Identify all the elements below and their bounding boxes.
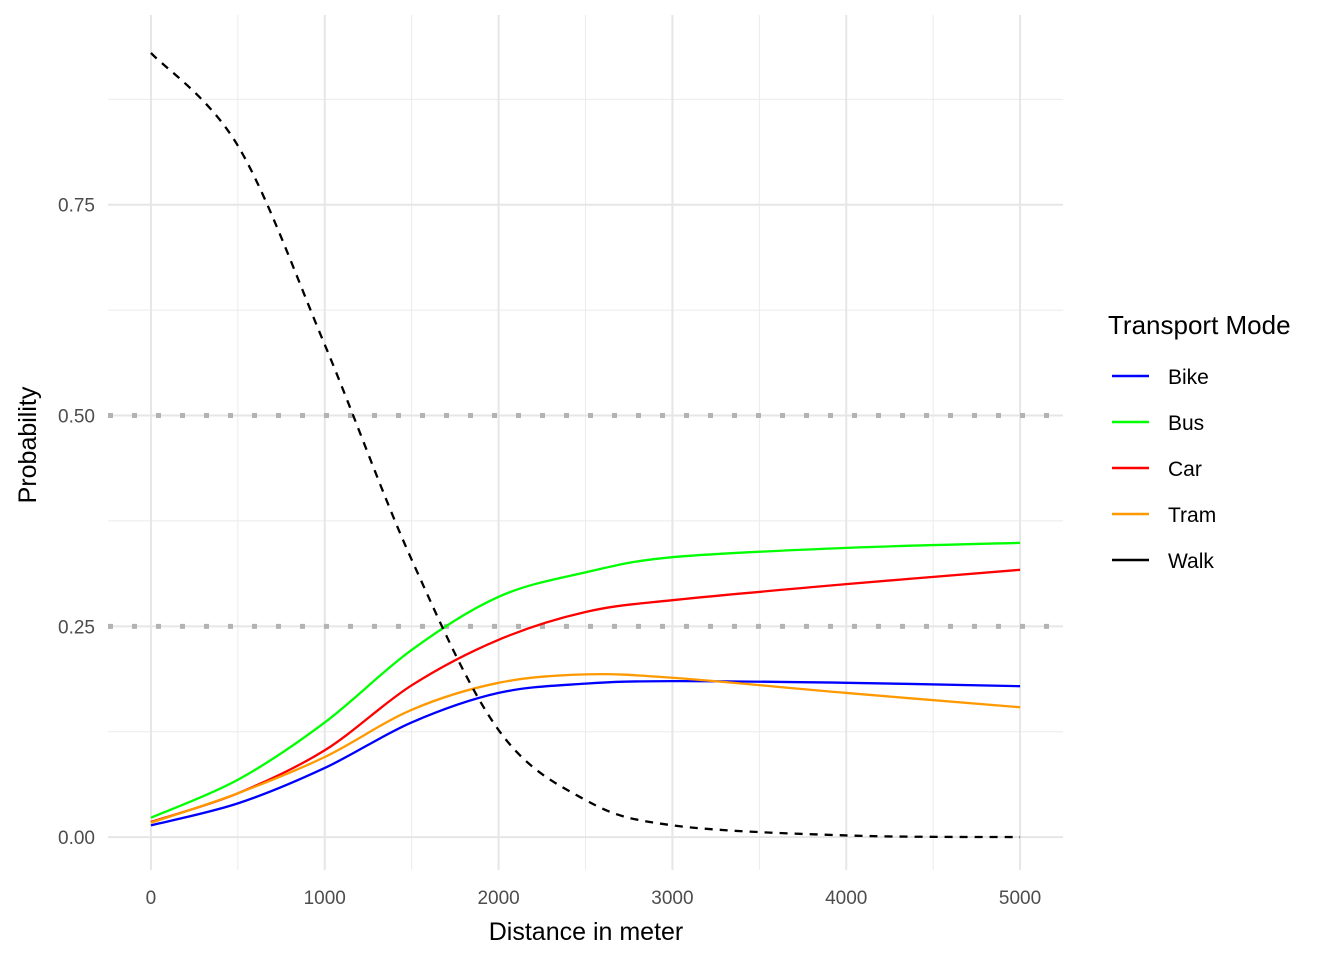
tick-labels: 0 1000 2000 3000 4000 5000 0.00 0.25 0.50 0.75 bbox=[58, 196, 1041, 909]
x-tick-label: 3000 bbox=[651, 888, 693, 909]
legend-label-bike: Bike bbox=[1168, 366, 1209, 389]
x-tick-label: 1000 bbox=[304, 888, 346, 909]
y-tick-label: 0.00 bbox=[58, 828, 95, 849]
legend-label-walk: Walk bbox=[1168, 550, 1214, 573]
series-line-walk bbox=[150, 52, 1021, 839]
legend-label-bus: Bus bbox=[1168, 412, 1204, 435]
series-line-bike bbox=[150, 679, 1021, 827]
x-tick-label: 2000 bbox=[477, 888, 519, 909]
x-axis-title: Distance in meter bbox=[489, 918, 684, 946]
series-line-tram bbox=[150, 672, 1021, 824]
grid bbox=[108, 15, 1063, 870]
x-tick-label: 0 bbox=[146, 888, 157, 909]
legend-label-car: Car bbox=[1168, 458, 1202, 481]
legend-label-tram: Tram bbox=[1168, 504, 1216, 527]
legend: Transport Mode Bike Bus Car Tram Walk bbox=[1108, 310, 1291, 573]
x-tick-label: 5000 bbox=[999, 888, 1041, 909]
x-tick-label: 4000 bbox=[825, 888, 867, 909]
reference-lines bbox=[108, 413, 1063, 629]
legend-title: Transport Mode bbox=[1108, 310, 1291, 340]
y-axis-title: Probability bbox=[14, 386, 42, 503]
series-lines bbox=[150, 52, 1021, 839]
series-line-bus bbox=[150, 541, 1021, 819]
y-tick-label: 0.75 bbox=[58, 196, 95, 217]
y-tick-label: 0.25 bbox=[58, 617, 95, 638]
y-tick-label: 0.50 bbox=[58, 407, 95, 428]
series-line-car bbox=[150, 568, 1021, 824]
